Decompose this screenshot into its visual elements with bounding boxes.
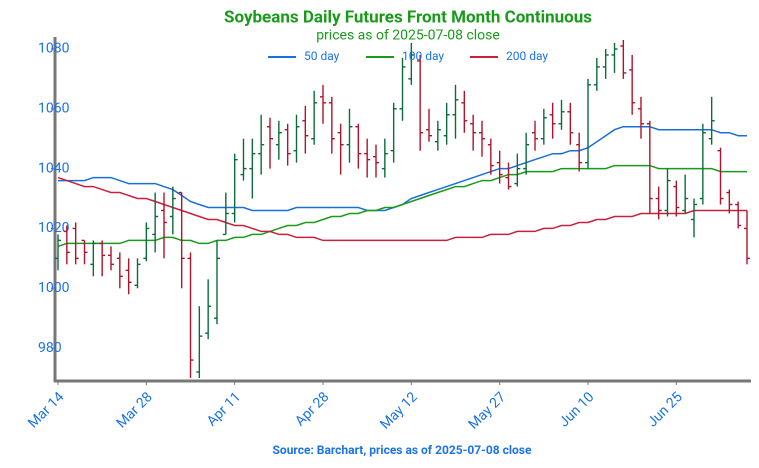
y-tick-label: 1020 — [38, 220, 70, 236]
x-tick-label: Jun 10 — [556, 389, 597, 430]
moving-average-line — [58, 125, 747, 212]
legend-label: 50 day — [304, 49, 340, 63]
x-tick-label: Apr 28 — [292, 389, 332, 429]
y-tick-label: 1060 — [38, 100, 70, 116]
source-note: Source: Barchart, prices as of 2025-07-0… — [273, 443, 532, 457]
legend-label: 200 day — [506, 49, 548, 63]
x-tick-label: May 12 — [377, 389, 421, 433]
y-tick-label: 1040 — [38, 160, 70, 176]
x-tick-label: May 27 — [466, 389, 510, 433]
x-tick-label: Jun 25 — [644, 389, 685, 430]
legend-label: 100 day — [402, 49, 444, 63]
chart-title: Soybeans Daily Futures Front Month Conti… — [224, 7, 592, 27]
y-tick-label: 1080 — [38, 41, 70, 57]
moving-average-line — [57, 164, 747, 248]
x-tick-label: Mar 28 — [113, 389, 155, 431]
x-tick-label: Mar 14 — [25, 389, 67, 431]
x-tick-label: Apr 11 — [204, 389, 244, 429]
chart-subtitle: prices as of 2025-07-08 close — [316, 28, 500, 44]
y-tick-label: 980 — [38, 340, 62, 356]
moving-average-line — [57, 176, 747, 242]
y-tick-label: 1000 — [38, 280, 70, 296]
